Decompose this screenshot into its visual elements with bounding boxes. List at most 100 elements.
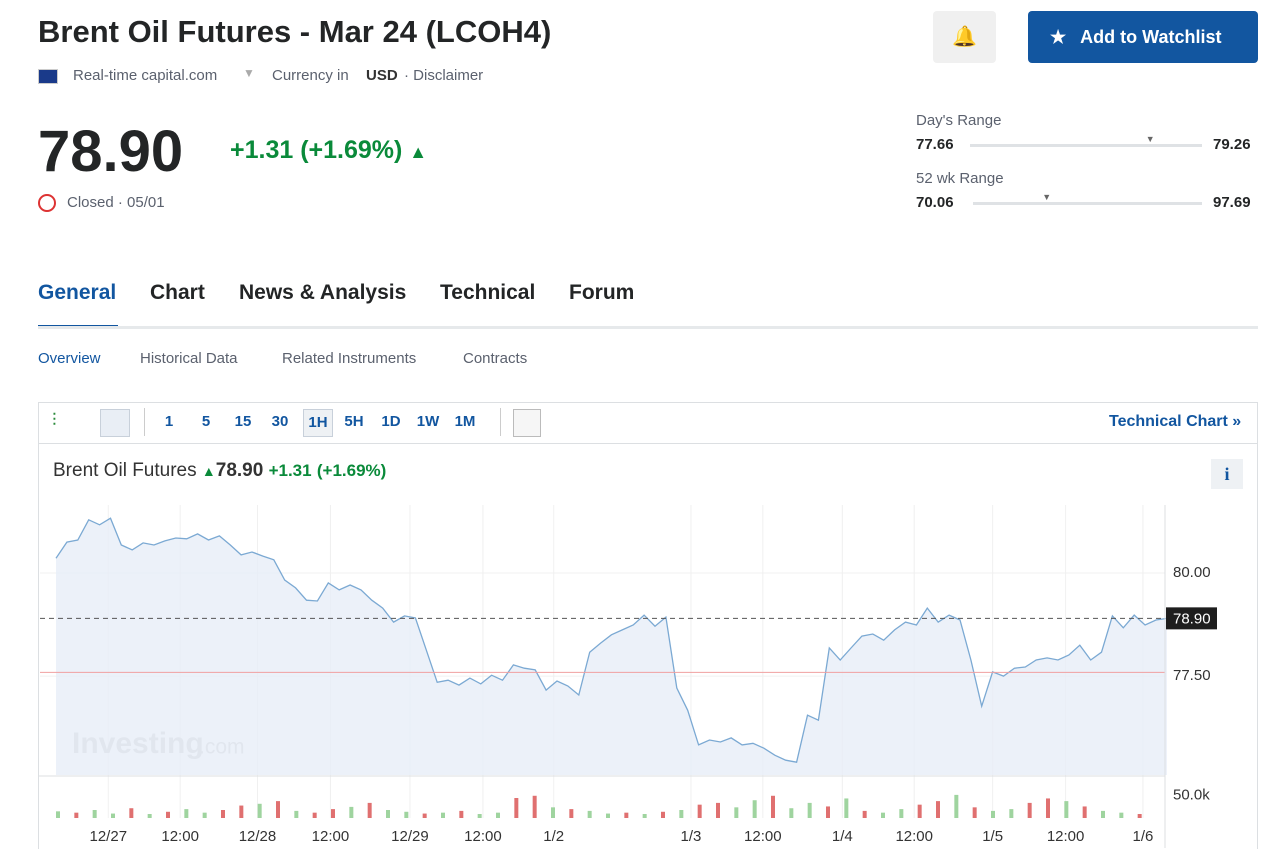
- interval[interactable]: 5: [201, 413, 211, 430]
- tab[interactable]: Forum: [569, 281, 635, 304]
- volume-bar: [606, 813, 610, 818]
- candle-icon[interactable]: ⫶: [52, 410, 57, 430]
- separator: [144, 408, 145, 436]
- disclaimer[interactable]: · Disclaimer: [404, 67, 484, 84]
- volume-bar: [1119, 812, 1124, 818]
- technical-link[interactable]: Technical Chart »: [1109, 413, 1242, 430]
- volume-bar: [844, 798, 849, 818]
- volume-bar: [1082, 806, 1087, 818]
- x-tick-label: 12/27: [90, 828, 128, 845]
- legend-name: Brent Oil Futures: [53, 460, 197, 481]
- volume-bar: [257, 803, 262, 818]
- source[interactable]: Real-time capital.com: [73, 67, 218, 84]
- volume-bar: [477, 814, 482, 818]
- x-tick-label: 1/2: [543, 828, 564, 845]
- flag: [38, 69, 58, 84]
- x-tick-label: 12:00: [161, 828, 199, 845]
- volume-bar: [862, 810, 867, 818]
- change-text: +1.31 (+1.69%): [230, 136, 403, 164]
- interval[interactable]: 1H: [303, 409, 333, 437]
- tab[interactable]: Technical: [440, 281, 536, 304]
- volume-bar: [1027, 802, 1032, 818]
- tab[interactable]: Chart: [150, 281, 205, 304]
- volume-bar: [1009, 809, 1014, 818]
- volume-bar: [954, 794, 959, 818]
- price-line: [55, 517, 1167, 763]
- volume-bar: [312, 812, 317, 818]
- interval[interactable]: 30: [271, 413, 289, 430]
- volume-bar: [221, 810, 225, 818]
- volume-bar: [587, 810, 592, 818]
- volume-bar: [56, 811, 60, 818]
- x-tick-label: 12:00: [895, 828, 933, 845]
- watchlist-button[interactable]: ★ Add to Watchlist: [1028, 11, 1258, 63]
- volume-bar: [459, 810, 464, 818]
- volume-bar: [74, 812, 79, 818]
- volume-bar: [202, 812, 207, 818]
- subtab[interactable]: Overview: [38, 350, 101, 367]
- tab[interactable]: General: [38, 281, 117, 304]
- interval[interactable]: 1D: [381, 413, 401, 430]
- volume-bar: [642, 814, 647, 818]
- x-tick-label: 1/6: [1133, 828, 1154, 845]
- subtab[interactable]: Related Instruments: [282, 350, 417, 367]
- volume-bar: [367, 802, 372, 818]
- legend: Brent Oil Futures ▲78.90 +1.31 (+1.69%): [53, 460, 387, 481]
- range-label: Day's Range: [916, 112, 1002, 129]
- x-tick-label: 12:00: [744, 828, 782, 845]
- volume-bar: [679, 810, 684, 818]
- interval[interactable]: 1: [164, 413, 174, 430]
- watchlist-label: Add to Watchlist: [1080, 27, 1222, 47]
- volume-bar: [404, 811, 409, 818]
- volume-bar: [441, 812, 445, 818]
- volume-bar: [697, 804, 702, 818]
- last-price-box: [1166, 607, 1217, 630]
- price-area: [56, 518, 1167, 775]
- range-marker: ▼: [1042, 192, 1052, 202]
- volume-bar: [496, 812, 500, 818]
- interval[interactable]: 1M: [454, 413, 476, 430]
- range-bar: [970, 144, 1202, 147]
- volume-bar: [972, 807, 977, 818]
- x-tick-label: 12:00: [464, 828, 502, 845]
- volume-bar: [532, 795, 537, 818]
- volume-bar: [422, 813, 427, 818]
- range-marker: ▼: [1145, 134, 1155, 144]
- interval[interactable]: 1W: [416, 413, 440, 430]
- volume-bar: [514, 798, 519, 818]
- x-tick-label: 12/29: [391, 828, 429, 845]
- chart-panel: [38, 402, 1258, 849]
- dropdown-caret: ▼: [243, 66, 255, 80]
- price: 78.90: [38, 119, 184, 184]
- subtab[interactable]: Historical Data: [140, 350, 238, 367]
- range-high: 97.69: [1213, 194, 1251, 211]
- range-label: 52 wk Range: [916, 170, 1004, 187]
- interval[interactable]: 5H: [344, 413, 364, 430]
- volume-bar: [551, 807, 555, 818]
- volume-bar: [716, 802, 720, 818]
- volume-bar: [807, 802, 812, 818]
- interval[interactable]: 15: [234, 413, 252, 430]
- volume-bar: [991, 810, 995, 818]
- legend-percent: (+1.69%): [316, 461, 387, 480]
- volume-tick-label: 50.0k: [1173, 787, 1210, 804]
- range-low: 77.66: [916, 136, 954, 153]
- x-tick-label: 12:00: [312, 828, 350, 845]
- line-icon[interactable]: [100, 409, 130, 437]
- tab[interactable]: News & Analysis: [239, 281, 407, 304]
- info-button[interactable]: i: [1211, 459, 1243, 489]
- volume-bar: [569, 809, 574, 818]
- volume-bar: [752, 800, 757, 818]
- range-bar: [973, 202, 1202, 205]
- subtab[interactable]: Contracts: [463, 350, 528, 367]
- volume-bar: [624, 812, 629, 818]
- alert-button[interactable]: 🔔: [933, 11, 996, 63]
- volume-bar: [349, 806, 354, 818]
- x-tick-label: 1/4: [832, 828, 853, 845]
- volume-bar: [331, 809, 335, 818]
- legend-price: 78.90: [215, 460, 264, 481]
- layout-icon[interactable]: [513, 409, 541, 437]
- volume-bar: [789, 808, 794, 818]
